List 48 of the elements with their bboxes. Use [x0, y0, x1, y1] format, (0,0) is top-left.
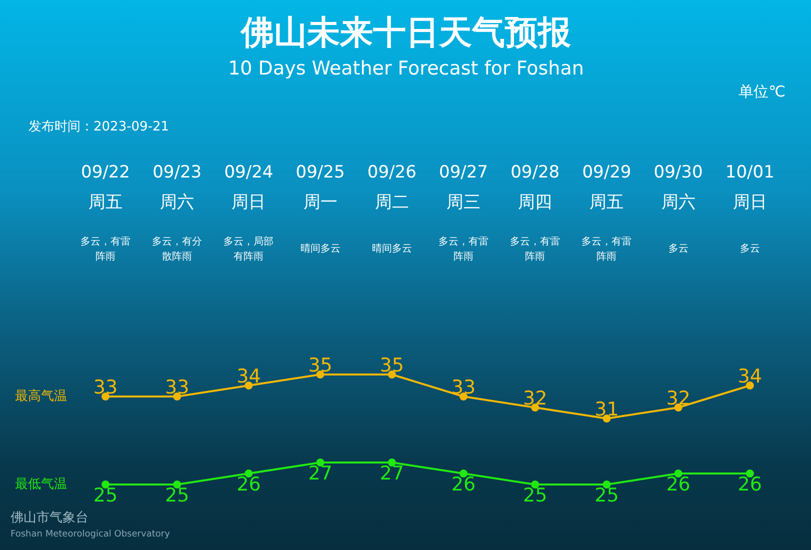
- text: 佛山市气象台: [10, 510, 88, 526]
- data-label: 26: [236, 474, 261, 496]
- text: 多云: [740, 242, 760, 254]
- data-label: 34: [738, 366, 762, 388]
- text: 多云，有分散阵雨: [152, 236, 202, 262]
- text: 多云: [668, 242, 688, 254]
- x-tick-label: 09/27 周三: [439, 162, 488, 212]
- chart-title: 佛山未来十日天气预报: [240, 12, 572, 52]
- data-label: 25: [165, 484, 190, 506]
- data-label: 27: [308, 462, 332, 484]
- text: 多云，有雷阵雨: [438, 236, 488, 262]
- x-tick-label: 09/30 周六: [654, 162, 703, 212]
- x-tick-label: 09/22 周五: [81, 162, 130, 212]
- x-tick-label: 09/29 周五: [582, 162, 632, 212]
- text: 单位℃: [738, 82, 786, 100]
- x-tick-label: 10/01 周日: [725, 162, 774, 212]
- text: 晴间多云: [300, 242, 340, 254]
- text: 多云，有雷阵雨: [80, 236, 130, 262]
- x-tick-label: 09/23 周六: [152, 162, 202, 212]
- data-label: 26: [666, 474, 690, 496]
- x-tick-label: 09/28 周四: [510, 162, 560, 212]
- data-label: 25: [594, 484, 619, 506]
- text: 发布时间：2023-09-21: [28, 120, 170, 134]
- data-label: 33: [93, 376, 118, 398]
- text: Foshan Meteorological Observatory: [10, 530, 171, 540]
- data-label: 25: [93, 484, 118, 506]
- data-label: 26: [451, 474, 476, 496]
- data-label: 33: [165, 376, 190, 398]
- text: 多云，局部有阵雨: [224, 236, 274, 262]
- data-label: 27: [380, 462, 404, 484]
- data-label: 31: [594, 398, 619, 420]
- data-label: 32: [666, 388, 690, 410]
- data-label: 35: [380, 354, 404, 376]
- x-tick-label: 09/26 周二: [367, 162, 416, 212]
- text: 最低气温: [15, 477, 68, 492]
- data-label: 33: [451, 376, 476, 398]
- data-label: 35: [308, 354, 332, 376]
- text: 晴间多云: [372, 242, 412, 254]
- x-tick-label: 09/25 周一: [296, 162, 345, 212]
- data-label: 34: [236, 366, 261, 388]
- data-label: 32: [523, 388, 548, 410]
- text: 多云，有雷阵雨: [582, 236, 632, 262]
- data-label: 25: [523, 484, 548, 506]
- x-tick-label: 09/24 周日: [224, 162, 274, 212]
- text: 多云，有雷阵雨: [510, 236, 560, 262]
- text: 最高气温: [15, 388, 68, 404]
- chart-subtitle: 10 Days Weather Forecast for Foshan: [228, 58, 584, 80]
- data-label: 26: [738, 474, 762, 496]
